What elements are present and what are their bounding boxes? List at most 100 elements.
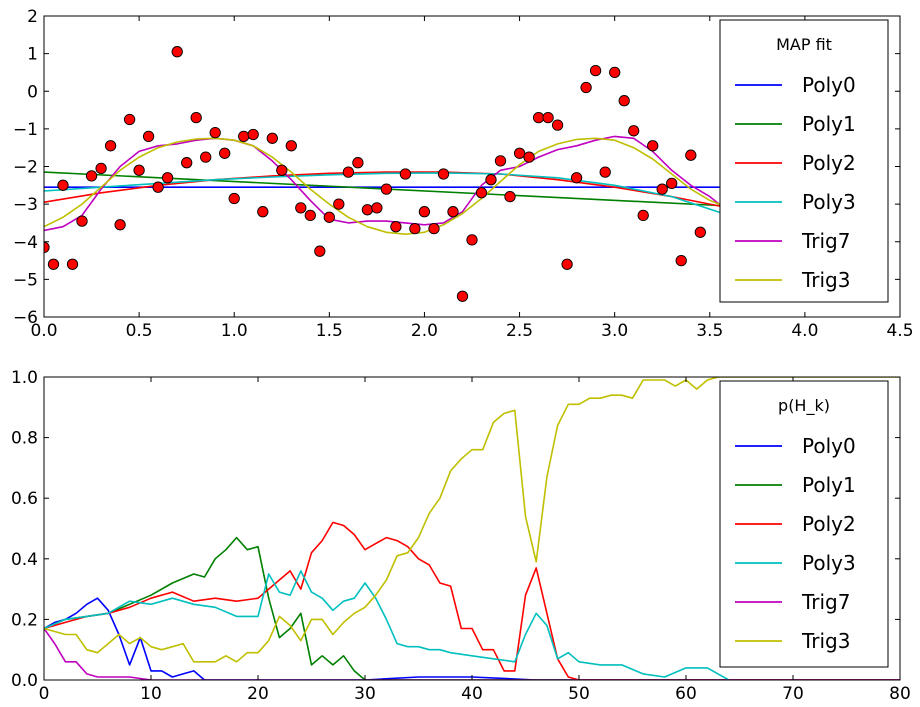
legend-label-trig7: Trig7 — [801, 229, 850, 253]
data-point — [675, 254, 687, 267]
y-tick-label: −4 — [13, 233, 38, 253]
plot-area — [44, 46, 730, 302]
data-point — [371, 202, 383, 214]
data-point — [190, 111, 202, 124]
y-tick-label: 0.2 — [11, 610, 38, 630]
data-point — [238, 130, 250, 143]
legend-label-poly0: Poly0 — [802, 434, 856, 458]
series-line-poly1 — [44, 536, 900, 680]
y-tick-label: −3 — [13, 195, 38, 215]
data-point — [247, 128, 259, 141]
data-point — [666, 177, 678, 190]
legend-box — [719, 19, 889, 303]
data-point — [333, 198, 345, 210]
data-point — [257, 206, 269, 218]
data-point — [409, 222, 421, 235]
x-tick-label: 80 — [889, 684, 911, 704]
y-tick-label: 0 — [27, 82, 38, 102]
data-point — [304, 209, 316, 222]
data-point — [44, 241, 50, 254]
legend-title: p(H_k) — [778, 396, 830, 416]
data-point — [133, 164, 145, 176]
data-point — [523, 151, 535, 163]
legend-label-trig3: Trig3 — [801, 268, 850, 292]
data-point — [285, 140, 297, 152]
data-point — [694, 226, 706, 238]
data-point — [266, 132, 278, 144]
data-point — [66, 258, 79, 270]
y-tick-label: −2 — [13, 158, 38, 178]
data-point — [580, 81, 592, 94]
legend-label-poly0: Poly0 — [802, 73, 856, 97]
legend-label-poly3: Poly3 — [802, 190, 856, 214]
data-point — [494, 155, 507, 167]
data-point — [390, 221, 402, 233]
series-line-poly0 — [44, 597, 900, 680]
data-point — [219, 147, 231, 159]
y-tick-label: −6 — [13, 308, 38, 328]
data-point — [628, 125, 640, 137]
y-tick-label: 0.8 — [11, 429, 38, 449]
x-tick-label: 3.0 — [601, 321, 628, 341]
data-point — [618, 95, 630, 107]
plot-area — [44, 377, 900, 680]
y-tick-label: 0.6 — [11, 489, 38, 509]
data-point — [504, 190, 516, 203]
x-tick-label: 2.0 — [411, 321, 438, 341]
legend-label-poly1: Poly1 — [802, 112, 856, 136]
data-point — [76, 215, 88, 227]
x-tick-label: 60 — [675, 684, 697, 704]
data-point — [323, 211, 335, 223]
x-tick-label: 3.5 — [696, 321, 723, 341]
data-point — [161, 172, 174, 184]
data-point — [399, 168, 412, 180]
data-point — [85, 170, 98, 182]
data-point — [551, 119, 564, 131]
data-point — [656, 183, 668, 195]
x-tick-label: 50 — [568, 684, 590, 704]
data-point — [447, 206, 459, 218]
x-tick-label: 1.0 — [221, 321, 248, 341]
data-point — [295, 202, 307, 214]
x-tick-label: 30 — [354, 684, 376, 704]
data-point — [685, 149, 697, 161]
data-point — [456, 290, 469, 302]
x-tick-label: 20 — [247, 684, 269, 704]
data-point — [95, 162, 107, 175]
data-point — [142, 130, 155, 143]
data-point — [475, 187, 488, 199]
y-tick-label: 2 — [27, 7, 38, 27]
data-point — [570, 172, 583, 184]
legend: p(H_k) Poly0 Poly1 Poly2 Poly3 Trig7 Trig3 — [719, 380, 889, 668]
series-line-trig7 — [44, 628, 900, 680]
data-point — [209, 126, 221, 139]
legend: MAP fit Poly0 Poly1 Poly2 Poly3 Trig7 Trig3 — [719, 19, 889, 303]
x-tick-label: 2.5 — [506, 321, 533, 341]
x-tick-label: 70 — [782, 684, 804, 704]
data-point — [418, 206, 431, 218]
data-point — [47, 258, 60, 270]
data-point — [647, 140, 659, 152]
x-tick-label: 40 — [461, 684, 483, 704]
x-tick-label: 0.5 — [126, 321, 153, 341]
x-tick-label: 1.5 — [316, 321, 343, 341]
data-point — [599, 166, 611, 178]
data-point — [609, 66, 621, 79]
x-tick-label: 4.0 — [791, 321, 818, 341]
x-tick-label: 10 — [140, 684, 162, 704]
data-point — [104, 140, 117, 152]
data-point — [314, 245, 326, 257]
data-point — [437, 168, 450, 180]
legend-label-poly3: Poly3 — [802, 551, 856, 575]
chart-map-fit: 0.0 0.5 1.0 1.5 2.0 2.5 3.0 3.5 4.0 4.5 2 1 0 −1 −2 −3 −… — [13, 7, 914, 341]
series-line-trig3 — [44, 377, 900, 663]
data-point — [123, 113, 136, 126]
data-point — [561, 258, 573, 270]
y-tick-label: 0.4 — [11, 550, 38, 570]
y-tick-label: 1 — [27, 45, 38, 65]
data-point — [589, 64, 602, 77]
chart-posterior: 0 10 20 30 40 50 60 70 80 1.0 0.8 0.6 0.4 0.2 0.0 p(H_k… — [11, 368, 911, 704]
data-point — [352, 157, 364, 169]
data-point — [114, 219, 126, 231]
